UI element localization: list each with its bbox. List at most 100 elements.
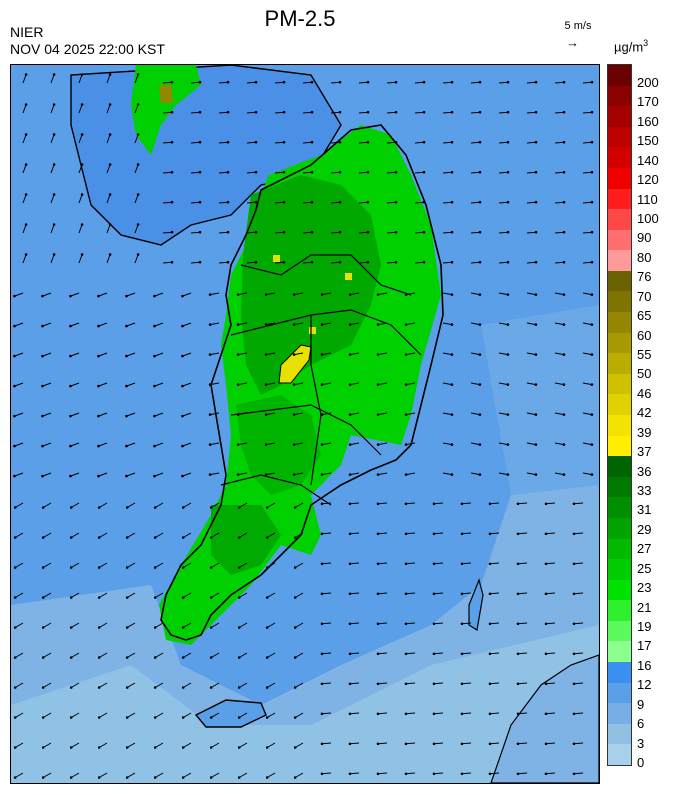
wind-arrow-head — [506, 140, 510, 144]
wind-arrow — [154, 742, 164, 748]
wind-arrow — [238, 352, 248, 356]
wind-arrow — [78, 224, 83, 234]
wind-arrow-head — [153, 384, 156, 388]
wind-arrow-head — [506, 473, 510, 476]
wind-arrow-head — [516, 592, 520, 596]
wind-arrow — [321, 592, 332, 595]
wind-arrow-head — [572, 712, 576, 716]
color-bar-cell — [608, 373, 631, 395]
wind-arrow-head — [236, 323, 240, 326]
wind-arrow — [218, 141, 229, 144]
color-bar-cell — [608, 723, 631, 745]
wind-arrow — [470, 81, 481, 84]
wind-arrow-head — [293, 536, 297, 539]
wind-arrow-head — [320, 652, 324, 656]
wind-arrow — [154, 592, 164, 598]
wind-arrow-head — [13, 566, 17, 569]
wind-arrow-head — [237, 656, 241, 659]
wind-arrow — [470, 261, 481, 264]
wind-arrow-head — [41, 656, 45, 659]
wind-arrow-head — [97, 474, 100, 478]
wind-arrow-head — [348, 293, 352, 296]
wind-arrow-head — [478, 383, 482, 386]
wind-arrow-head — [404, 772, 408, 776]
wind-arrow-head — [348, 443, 352, 446]
wind-arrow — [274, 171, 285, 174]
wind-arrow-head — [97, 506, 101, 509]
wind-arrow — [154, 682, 164, 688]
wind-arrow — [154, 532, 164, 538]
wind-arrow-head — [478, 170, 482, 174]
wind-arrow-head — [488, 592, 492, 596]
wind-arrow-head — [80, 73, 84, 76]
wind-arrow-head — [181, 596, 185, 599]
wind-arrow-head — [41, 686, 45, 689]
color-bar-cell — [608, 209, 631, 231]
wind-arrow — [442, 261, 453, 264]
wind-arrow — [554, 111, 565, 114]
wind-arrow — [545, 502, 556, 505]
wind-arrow — [526, 171, 537, 174]
wind-arrow-head — [572, 742, 576, 746]
wind-arrow — [134, 254, 139, 264]
wind-arrow-head — [376, 473, 380, 476]
wind-arrow — [498, 382, 508, 386]
wind-arrow-head — [534, 293, 538, 296]
wind-arrow — [582, 201, 593, 204]
wind-arrow-head — [320, 592, 324, 596]
wind-arrow — [470, 382, 480, 386]
wind-arrow-head — [562, 473, 566, 476]
wind-arrow — [489, 742, 500, 745]
wind-arrow — [182, 502, 192, 508]
wind-arrow — [582, 292, 592, 296]
wind-arrow — [42, 502, 52, 508]
wind-arrow-head — [320, 622, 324, 626]
wind-arrow-head — [450, 323, 454, 326]
wind-arrow — [405, 532, 416, 535]
wind-arrow-head — [590, 80, 594, 84]
wind-arrow — [42, 742, 52, 748]
wind-arrow — [406, 472, 416, 476]
wind-arrow — [498, 292, 508, 296]
wind-arrow-head — [209, 596, 213, 599]
wind-arrow-head — [394, 110, 398, 114]
wind-arrow-head — [292, 413, 296, 416]
wind-arrow-head — [108, 223, 112, 226]
wind-arrow — [42, 532, 52, 538]
color-bar-label: 140 — [637, 152, 659, 168]
color-bar-cell — [608, 497, 631, 519]
wind-arrow — [442, 171, 453, 174]
wind-arrow — [489, 772, 500, 775]
wind-arrow-head — [181, 686, 185, 689]
wind-arrow-head — [97, 354, 100, 358]
wind-arrow-head — [376, 413, 380, 416]
wind-arrow — [470, 141, 481, 144]
color-bar-label: 29 — [637, 521, 652, 537]
wind-arrow-head — [108, 193, 112, 196]
wind-arrow-head — [422, 230, 426, 234]
wind-arrow — [162, 81, 173, 84]
wind-arrow-head — [590, 170, 594, 174]
wind-arrow-head — [153, 626, 157, 629]
wind-arrow — [154, 412, 164, 417]
wind-arrow-head — [320, 323, 324, 326]
wind-arrow-head — [320, 293, 324, 296]
pm-yellow-spot-2 — [345, 273, 352, 280]
wind-arrow — [98, 712, 108, 718]
wind-arrow — [126, 412, 136, 417]
wind-arrow-head — [534, 383, 538, 386]
wind-arrow-head — [544, 772, 548, 776]
wind-arrow-head — [450, 140, 454, 144]
wind-arrow-head — [24, 193, 28, 196]
wind-arrow-head — [348, 652, 352, 656]
wind-arrow-head — [125, 414, 128, 418]
wind-arrow — [386, 201, 397, 204]
wind-arrow-head — [52, 253, 56, 256]
wind-arrow — [526, 231, 537, 234]
wind-arrow — [349, 592, 360, 595]
wind-arrow-head — [24, 163, 28, 166]
wind-arrow — [246, 201, 257, 204]
wind-arrow-head — [236, 473, 240, 476]
wind-arrow — [322, 322, 332, 326]
wind-arrow-head — [293, 566, 297, 569]
